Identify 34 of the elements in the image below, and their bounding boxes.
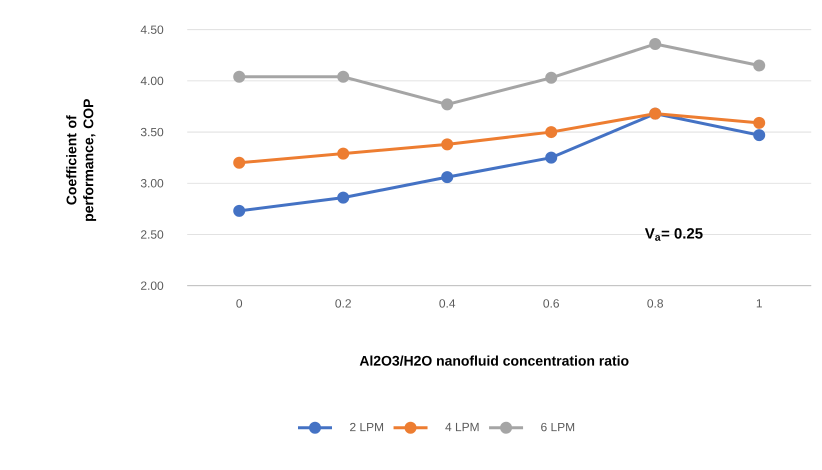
- point: [545, 72, 558, 84]
- point: [753, 129, 766, 142]
- legend-label: 4 LPM: [445, 422, 479, 432]
- x-tick-label: 0.2: [335, 299, 351, 308]
- point: [233, 70, 246, 83]
- point: [337, 192, 350, 204]
- point: [337, 70, 350, 83]
- y-tick-label: 4.00: [140, 76, 164, 86]
- y-tick-label: 4.50: [140, 25, 164, 34]
- point: [649, 38, 662, 50]
- y-tick-label: 2.00: [141, 281, 164, 290]
- annotation: V$_{a}$= 0.25: [644, 228, 703, 241]
- point: [441, 171, 454, 184]
- x-tick-label: 0.8: [647, 299, 663, 308]
- point: [441, 98, 454, 110]
- point: [337, 148, 350, 160]
- y-tick-label: 2.50: [141, 230, 164, 239]
- point: [753, 60, 766, 72]
- x-tick-label: 0.4: [439, 299, 456, 308]
- point: [233, 204, 246, 217]
- y-axis-title: Coefficient of performance, COP: [66, 99, 96, 221]
- point: [441, 138, 454, 150]
- y-tick-label: 3.50: [140, 128, 164, 136]
- x-tick-label: 0: [236, 299, 242, 308]
- x-tick-label: 0.6: [543, 299, 559, 308]
- point: [753, 116, 766, 129]
- x-axis-title: Al2O3/H2O nanofluid concentration ratio: [360, 355, 629, 366]
- point: [545, 126, 558, 138]
- y-tick-label: 3.00: [140, 179, 164, 188]
- point: [545, 152, 558, 164]
- x-tick-label: 1: [756, 299, 762, 308]
- legend-label: 6 LPM: [541, 422, 574, 432]
- legend-label: 2 LPM: [350, 422, 384, 432]
- point: [233, 156, 246, 169]
